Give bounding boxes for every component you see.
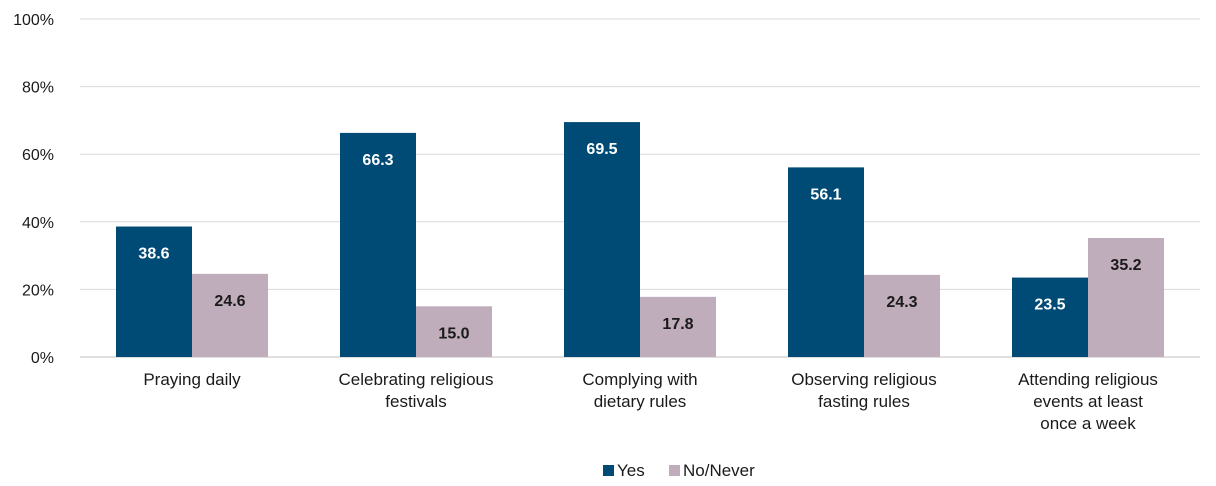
data-label: 66.3 [362, 152, 393, 169]
bar [864, 274, 940, 357]
bar [640, 296, 716, 357]
category-label: Attending religious events at least once a… [1018, 370, 1158, 433]
data-label: 38.6 [138, 246, 169, 263]
y-tick-label: 0% [31, 350, 54, 367]
bar [340, 132, 416, 357]
y-tick-label: 80% [22, 80, 54, 97]
category-label: Complying with dietary rules [582, 370, 697, 411]
legend-label: No/Never [683, 461, 755, 480]
data-labels: 38.6 24.6 66.3 15.0 69.5 17.8 56.1 24.3 23.5 35.2 [138, 141, 1141, 342]
y-axis-tick-labels: 0% 20% 40% 60% 80% 100% [13, 12, 54, 367]
bar [1012, 277, 1088, 357]
y-tick-label: 20% [22, 282, 54, 299]
x-axis-category-labels: Praying daily Celebrating religious festiv… [143, 370, 1158, 433]
data-label: 23.5 [1034, 297, 1065, 314]
y-tick-label: 100% [13, 12, 54, 29]
bar [416, 306, 492, 357]
category-label: Praying daily [143, 370, 241, 389]
legend-label: Yes [617, 461, 645, 480]
y-tick-label: 60% [22, 147, 54, 164]
bar [564, 122, 640, 357]
data-label: 35.2 [1110, 257, 1141, 274]
data-label: 24.6 [214, 293, 245, 310]
bar [1088, 238, 1164, 357]
data-label: 15.0 [438, 325, 469, 342]
y-tick-label: 40% [22, 215, 54, 232]
category-label: Celebrating religious festivals [339, 370, 494, 411]
data-label: 17.8 [662, 316, 693, 333]
legend: Yes No/Never [603, 461, 755, 480]
bar [788, 167, 864, 357]
bars [116, 122, 1164, 357]
bar [192, 273, 268, 357]
data-label: 24.3 [886, 294, 917, 311]
legend-swatch [669, 465, 680, 476]
category-label: Observing religious fasting rules [791, 370, 937, 411]
data-label: 56.1 [810, 186, 841, 203]
bar [116, 226, 192, 357]
data-label: 69.5 [586, 141, 617, 158]
legend-swatch [603, 465, 614, 476]
